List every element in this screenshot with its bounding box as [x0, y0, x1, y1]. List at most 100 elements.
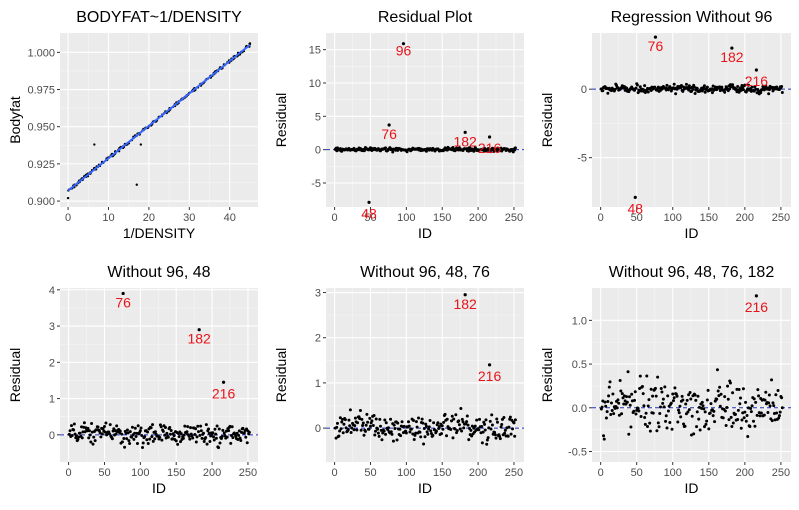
data-point: [509, 432, 513, 436]
data-point: [218, 441, 222, 445]
x-tick-label: 0: [598, 212, 604, 224]
data-point: [202, 439, 206, 443]
data-point: [378, 417, 382, 421]
x-tick-label: 50: [364, 212, 376, 224]
data-point: [196, 424, 200, 428]
data-point: [128, 442, 132, 446]
data-point: [364, 423, 368, 427]
data-point: [337, 434, 341, 438]
data-point: [671, 399, 675, 403]
data-point: [654, 394, 658, 398]
y-tick-label: 0.900: [27, 196, 55, 208]
data-point: [68, 429, 72, 433]
data-point: [767, 92, 771, 96]
data-point: [723, 90, 727, 94]
chart-panel-bodyfat: 0 10 20 30 40 0.900 0.925 0.950 0.975 1.000 BODYFA…: [7, 9, 258, 241]
data-point: [213, 427, 217, 431]
data-point: [437, 425, 441, 429]
data-point: [683, 424, 687, 428]
data-point: [212, 435, 216, 439]
data-point: [361, 424, 365, 428]
y-tick-label: 3: [315, 288, 321, 300]
data-point: [194, 427, 198, 431]
data-point: [151, 439, 155, 443]
data-point: [193, 432, 197, 436]
data-point: [229, 441, 233, 445]
data-point: [335, 421, 339, 425]
data-point: [452, 417, 456, 421]
data-point: [736, 85, 740, 89]
x-tick-label: 150: [433, 467, 451, 479]
data-point: [777, 414, 781, 418]
plot-background: [592, 288, 791, 462]
plot-background: [60, 33, 258, 207]
data-point: [158, 435, 162, 439]
data-point: [229, 433, 233, 437]
data-point: [440, 432, 443, 436]
data-point: [606, 400, 610, 404]
data-point: [172, 434, 176, 438]
data-point: [461, 420, 465, 424]
data-point: [421, 421, 425, 425]
data-point: [617, 401, 621, 405]
data-point: [153, 430, 157, 434]
x-tick-label: 150: [167, 467, 185, 479]
data-point: [481, 430, 485, 434]
data-point: [205, 442, 209, 446]
data-point: [739, 396, 743, 400]
labeled-point-182: [730, 46, 734, 50]
labeled-point-96: [401, 42, 406, 46]
data-point: [407, 424, 411, 428]
data-point: [606, 91, 610, 95]
data-point: [736, 417, 740, 421]
data-point: [693, 393, 697, 397]
data-point: [726, 384, 730, 388]
data-point: [161, 429, 165, 433]
data-point: [122, 437, 126, 441]
data-point: [459, 407, 463, 411]
data-point: [379, 424, 383, 428]
y-tick-label: 1: [49, 394, 55, 406]
y-tick-label: -5: [311, 178, 321, 190]
data-point: [344, 426, 348, 430]
data-point: [604, 404, 608, 408]
data-point: [655, 429, 659, 433]
data-point: [780, 396, 784, 400]
x-tick-label: 150: [433, 212, 451, 224]
data-point: [460, 417, 464, 421]
data-point: [118, 429, 122, 433]
data-point: [605, 410, 609, 414]
data-point: [207, 427, 210, 431]
data-point: [204, 423, 208, 427]
labeled-point-182: [197, 328, 201, 332]
data-point: [780, 406, 784, 410]
data-point: [217, 446, 221, 450]
chart-title: Without 96, 48, 76: [360, 264, 490, 281]
data-point: [89, 440, 93, 444]
data-point: [663, 385, 667, 389]
point-label-216: 216: [745, 299, 769, 315]
data-point: [454, 413, 458, 417]
data-point: [445, 417, 449, 421]
y-tick-label: 2: [49, 357, 55, 369]
data-point: [506, 434, 510, 438]
x-tick-label: 250: [239, 467, 257, 479]
outlier-point: [93, 143, 96, 146]
data-point: [728, 381, 732, 385]
data-point: [176, 442, 180, 446]
data-point: [408, 430, 412, 434]
data-point: [689, 397, 693, 401]
data-point: [470, 434, 474, 438]
data-point: [489, 427, 493, 431]
data-point: [490, 413, 494, 417]
data-point: [495, 417, 499, 421]
data-point: [626, 370, 630, 374]
data-point: [198, 433, 202, 437]
data-point: [374, 417, 378, 421]
data-point: [607, 385, 611, 389]
data-point: [217, 427, 221, 431]
data-point: [169, 429, 173, 433]
data-point: [189, 426, 193, 430]
data-point: [608, 380, 612, 384]
data-point: [648, 421, 652, 425]
